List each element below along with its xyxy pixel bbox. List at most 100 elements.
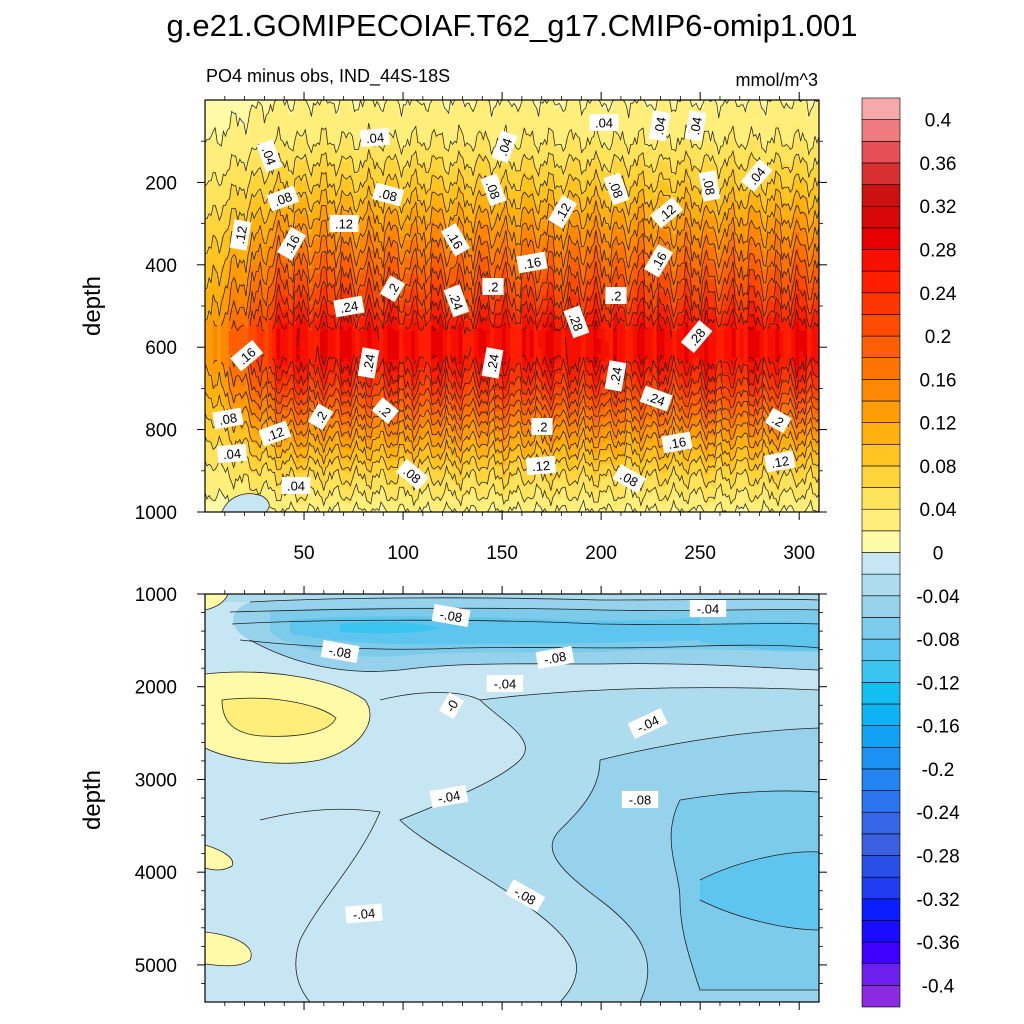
colorbar-swatch (861, 963, 901, 986)
upper-fill-cell (577, 419, 582, 431)
upper-fill-cell (399, 413, 404, 425)
upper-fill-cell (410, 318, 416, 332)
upper-fill-cell (676, 231, 681, 251)
upper-fill-cell (490, 262, 495, 280)
upper-fill-cell (692, 316, 697, 330)
upper-fill-cell (632, 326, 638, 363)
upper-fill-cell (787, 365, 792, 379)
upper-fill-cell (723, 252, 729, 270)
upper-fill-cell (763, 326, 769, 365)
upper-fill-cell (466, 163, 472, 188)
lower-positive-core (222, 698, 336, 737)
upper-fill-cell (506, 215, 511, 233)
upper-fill-cell (391, 485, 396, 501)
upper-fill-cell (541, 479, 547, 497)
upper-fill-cell (379, 260, 384, 278)
upper-fill-cell (252, 390, 258, 404)
upper-fill-cell (684, 503, 689, 512)
upper-fill-cell (704, 441, 709, 453)
upper-fill-cell (783, 186, 788, 204)
upper-fill-cell (569, 404, 574, 416)
upper-fill-cell (553, 289, 559, 307)
upper-fill-cell (660, 227, 666, 245)
upper-fill-cell (335, 260, 341, 278)
upper-fill-cell (379, 310, 384, 326)
upper-fill-cell (323, 221, 329, 237)
upper-fill-cell (478, 252, 483, 270)
upper-fill-cell (731, 394, 737, 406)
upper-fill-cell (343, 180, 349, 198)
upper-fill-cell (351, 318, 357, 332)
upper-fill-cell (363, 464, 369, 480)
upper-fill-cell (815, 365, 819, 379)
upper-fill-cell (795, 310, 800, 324)
upper-fill-cell (458, 476, 464, 492)
upper-fill-cell (248, 441, 254, 457)
upper-fill-cell (351, 275, 357, 293)
upper-fill-cell (506, 198, 511, 216)
upper-fill-cell (450, 203, 456, 221)
upper-fill-cell (300, 310, 305, 322)
upper-fill-cell (304, 382, 309, 396)
upper-fill-cell (624, 283, 630, 301)
upper-fill-cell (506, 248, 511, 264)
upper-fill-cell (458, 390, 464, 402)
upper-fill-cell (248, 386, 254, 402)
upper-fill-cell (359, 495, 365, 512)
upper-fill-cell (371, 100, 376, 140)
upper-fill-cell (712, 382, 717, 396)
upper-fill-cell (216, 100, 222, 144)
upper-fill-cell (517, 299, 523, 315)
upper-fill-cell (343, 258, 349, 276)
upper-fill-cell (684, 450, 689, 462)
contour-label-text: .04 (365, 130, 384, 147)
upper-fill-cell (712, 215, 717, 231)
upper-fill-cell (605, 209, 610, 227)
upper-fill-cell (648, 363, 654, 377)
upper-fill-cell (708, 310, 713, 322)
upper-fill-cell (664, 264, 670, 280)
upper-fill-cell (652, 435, 658, 449)
upper-fill-cell (410, 174, 416, 194)
upper-fill-cell (513, 279, 519, 297)
upper-fill-cell (414, 293, 420, 311)
upper-fill-cell (719, 382, 725, 396)
upper-fill-cell (458, 441, 464, 453)
upper-fill-cell (470, 229, 475, 249)
upper-fill-cell (391, 100, 396, 140)
upper-fill-cell (755, 425, 761, 437)
upper-fill-cell (422, 186, 428, 204)
upper-fill-cell (395, 501, 400, 512)
upper-fill-cell (787, 145, 792, 167)
upper-fill-cell (541, 102, 547, 144)
upper-fill-cell (537, 404, 543, 416)
upper-fill-cell (315, 462, 321, 476)
upper-fill-cell (490, 390, 495, 402)
upper-fill-cell (482, 481, 487, 499)
upper-fill-cell (708, 215, 713, 233)
upper-fill-cell (327, 314, 333, 330)
upper-fill-cell (656, 306, 662, 319)
upper-fill-cell (292, 108, 297, 148)
upper-fill-cell (620, 485, 626, 503)
upper-fill-cell (577, 213, 582, 231)
upper-fill-cell (407, 289, 412, 307)
upper-fill-cell (478, 328, 483, 359)
upper-fill-cell (688, 452, 693, 466)
upper-fill-cell (438, 238, 444, 254)
upper-fill-cell (783, 203, 788, 221)
upper-fill-cell (660, 159, 666, 181)
upper-fill-cell (482, 155, 487, 177)
upper-fill-cell (767, 499, 773, 512)
upper-fill-cell (383, 464, 388, 478)
upper-fill-cell (771, 444, 777, 455)
upper-fill-cell (569, 275, 574, 293)
upper-fill-cell (589, 246, 594, 264)
upper-fill-cell (799, 242, 804, 260)
colorbar-swatch (861, 162, 901, 185)
upper-fill-cell (795, 472, 800, 488)
upper-fill-cell (276, 205, 281, 221)
upper-fill-cell (751, 254, 757, 272)
upper-fill-cell (767, 421, 773, 435)
upper-fill-cell (288, 367, 293, 383)
